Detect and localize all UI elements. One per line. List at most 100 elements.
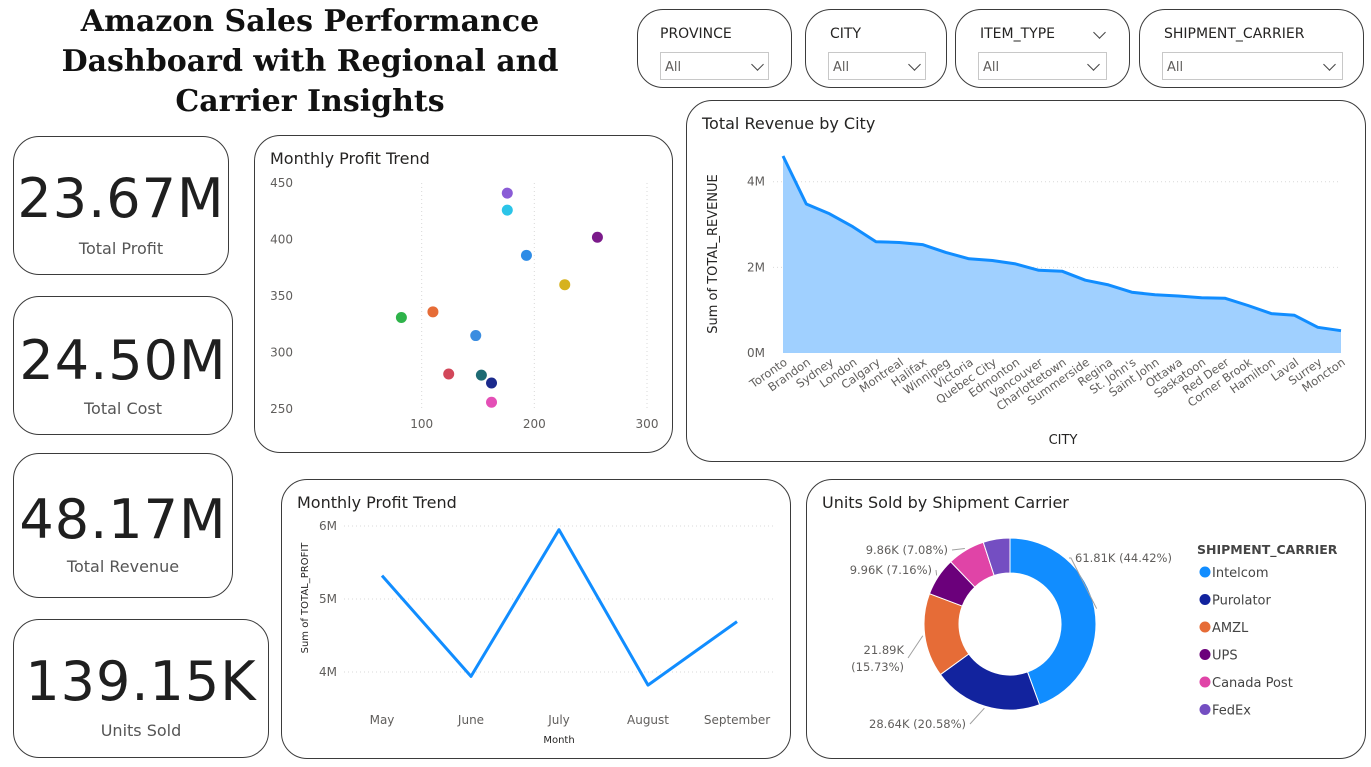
y-tick-label: 4M (319, 665, 337, 679)
leader-line (907, 635, 924, 659)
x-tick-label: August (627, 713, 669, 727)
page-title: Amazon Sales Performance Dashboard with … (61, 4, 559, 119)
donut-slice (982, 537, 1011, 577)
y-tick-label: 400 (270, 233, 293, 247)
legend-label: Intelcom (1212, 566, 1269, 581)
kpi-card-total-revenue: 48.17M Total Revenue (13, 453, 233, 598)
chevron-down-icon (751, 58, 764, 71)
slicer-label: PROVINCE (660, 26, 732, 42)
kpi-value: 139.15K (25, 650, 257, 713)
scatter-point (486, 396, 498, 408)
chart-title: Monthly Profit Trend (270, 149, 430, 168)
scatter-chart: 100 200 300 250 300 350 400 450 (270, 176, 659, 431)
line-chart: 4M 5M 6M May June July August September Month Sum… (300, 519, 774, 746)
area-chart: 0M2M4MTorontoBrandonSydneyLondonCalgaryM… (706, 155, 1348, 448)
y-tick-label: 250 (270, 402, 293, 416)
province-dropdown[interactable]: All (660, 52, 769, 80)
slicer-shipment-carrier[interactable]: SHIPMENT_CARRIER All (1139, 9, 1364, 88)
x-tick-label: May (370, 713, 395, 727)
scatter-point (486, 377, 498, 389)
legend-label: Purolator (1212, 594, 1271, 609)
kpi-card-total-profit: 23.67M Total Profit (13, 136, 229, 275)
legend-marker (1199, 649, 1211, 660)
kpi-card-units-sold: 139.15K Units Sold (13, 619, 269, 758)
legend-marker (1199, 566, 1211, 578)
data-label: 28.64K (20.58%) (869, 717, 966, 731)
area-chart-card: Total Revenue by City 0M 2M 4M Toronto Brand… (686, 100, 1366, 462)
slicer-label: ITEM_TYPE (980, 26, 1055, 42)
x-tick-label: July (547, 713, 570, 727)
donut-slice (1009, 537, 1097, 706)
legend-marker (1199, 594, 1211, 605)
line-series (380, 528, 738, 687)
legend-label: AMZL (1212, 621, 1249, 636)
kpi-label: Total Cost (83, 399, 163, 418)
chevron-down-icon (1323, 58, 1336, 71)
leader-line (969, 707, 985, 725)
donut-chart-card: Units Sold by Shipment Carrier 61.81K (4… (806, 479, 1366, 759)
leader-line (1069, 557, 1098, 609)
x-tick-label: 100 (410, 417, 433, 431)
chart-title: Monthly Profit Trend (297, 493, 457, 512)
city-dropdown[interactable]: All (828, 52, 926, 80)
data-label: 9.86K (7.08%) (866, 543, 948, 557)
y-tick-label: 300 (270, 346, 293, 360)
chart-title: Total Revenue by City (702, 114, 876, 133)
legend-label: UPS (1212, 649, 1238, 664)
y-tick-label: 0M (747, 346, 765, 360)
legend-label: Canada Post (1212, 676, 1293, 691)
slicer-value: All (665, 60, 682, 75)
legend-title: SHIPMENT_CARRIER (1197, 542, 1338, 558)
slicer-value: All (1167, 60, 1184, 75)
chart-title: Units Sold by Shipment Carrier (822, 493, 1069, 512)
scatter-point (475, 369, 487, 381)
scatter-point (427, 306, 439, 318)
y-axis-label: Sum of TOTAL_PROFIT (300, 542, 311, 654)
scatter-point (591, 231, 603, 243)
kpi-value: 48.17M (19, 488, 227, 551)
scatter-chart-card: Monthly Profit Trend 100 200 300 250 300 350 4… (254, 135, 673, 453)
kpi-value: 23.67M (17, 167, 225, 230)
slicer-label: CITY (830, 26, 862, 42)
scatter-point (443, 368, 455, 380)
chevron-down-icon (1093, 26, 1106, 39)
legend-marker (1199, 676, 1211, 688)
y-tick-label: 6M (319, 519, 337, 533)
kpi-value: 24.50M (19, 329, 227, 392)
area-fill (783, 156, 1341, 353)
chevron-down-icon (1087, 58, 1100, 71)
legend-label: FedEx (1212, 704, 1251, 719)
leader-line (935, 569, 938, 576)
slicer-value: All (833, 60, 850, 75)
slicer-city[interactable]: CITY All (805, 9, 947, 88)
donut-chart: 61.81K (44.42%) 28.64K (20.58%) 21.89K (15.… (850, 537, 1338, 731)
data-label: (15.73%) (851, 660, 904, 674)
y-tick-label: 5M (319, 592, 337, 606)
x-tick-label: June (457, 713, 484, 727)
y-tick-label: 4M (747, 175, 765, 189)
y-tick-label: 450 (270, 176, 293, 190)
y-tick-label: 350 (270, 289, 293, 303)
kpi-card-total-cost: 24.50M Total Cost (13, 296, 233, 435)
y-axis-label: Sum of TOTAL_REVENUE (706, 174, 721, 334)
data-label: 21.89K (864, 643, 905, 657)
data-label: 61.81K (44.42%) (1075, 551, 1172, 565)
kpi-label: Units Sold (100, 721, 182, 740)
shipment-carrier-dropdown[interactable]: All (1162, 52, 1343, 80)
x-tick-label: September (704, 713, 770, 727)
slicer-value: All (983, 60, 1000, 75)
slicer-province[interactable]: PROVINCE All (637, 9, 792, 88)
x-axis-label: CITY (1049, 433, 1078, 448)
scatter-point (501, 204, 513, 216)
item-type-dropdown[interactable]: All (978, 52, 1107, 80)
scatter-point (559, 279, 571, 291)
x-tick-label: 300 (636, 417, 659, 431)
area-series-line (781, 155, 1342, 333)
y-tick-label: 2M (747, 260, 765, 274)
line-chart-card: Monthly Profit Trend 4M 5M 6M May June July Au… (281, 479, 791, 759)
leader-line (951, 547, 965, 551)
slicer-label: SHIPMENT_CARRIER (1164, 26, 1305, 42)
slicer-item-type[interactable]: ITEM_TYPE All (955, 9, 1130, 88)
data-label: 9.96K (7.16%) (850, 563, 932, 577)
x-tick-label: 200 (523, 417, 546, 431)
